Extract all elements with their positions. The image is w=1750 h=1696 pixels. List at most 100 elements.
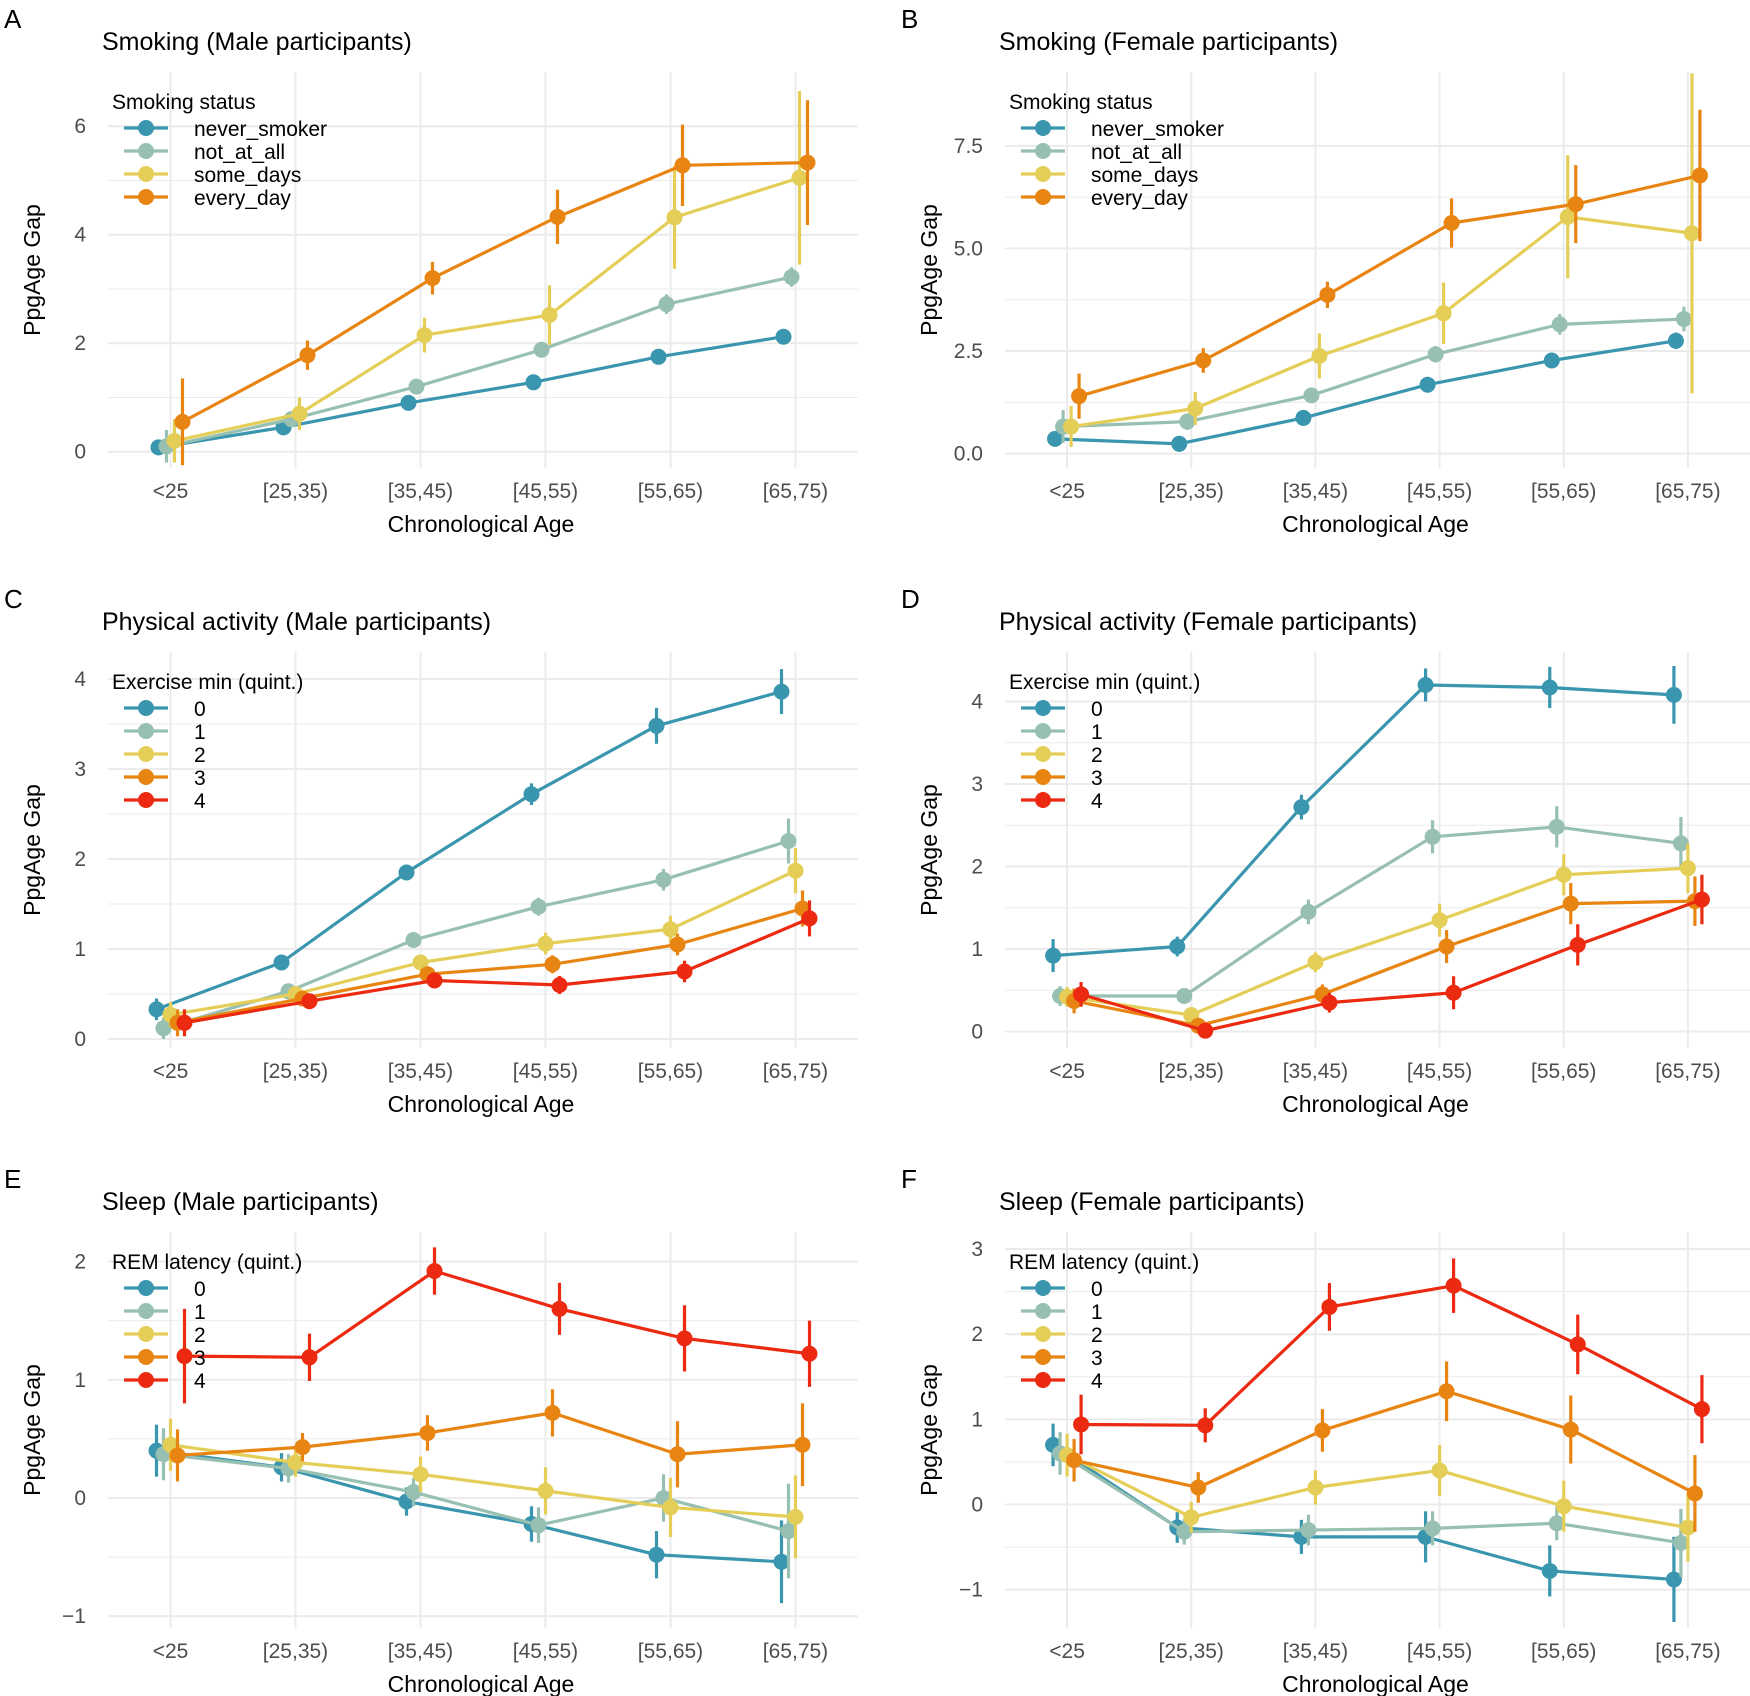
y-tick-label: 1 [74, 1369, 86, 1392]
chart-title: Physical activity (Female participants) [999, 608, 1417, 636]
data-point [1543, 352, 1560, 369]
data-point [424, 270, 441, 287]
y-tick-label: 3 [971, 773, 983, 796]
data-point [1435, 305, 1452, 322]
legend-label: 0 [194, 698, 206, 721]
data-point [416, 327, 433, 344]
data-point [1559, 208, 1576, 225]
data-point [1321, 1298, 1338, 1315]
data-point [525, 374, 542, 391]
legend-title: REM latency (quint.) [1009, 1251, 1199, 1274]
data-point [544, 1404, 561, 1421]
data-point [1443, 215, 1460, 232]
x-tick-label: [45,55) [513, 480, 578, 503]
data-point [669, 1446, 686, 1463]
series-line [1060, 825, 1682, 998]
data-point [773, 1553, 790, 1570]
series-not-at-all [1055, 306, 1692, 443]
data-point [674, 157, 691, 174]
legend-label: 4 [194, 1370, 206, 1393]
series-line [1066, 1453, 1689, 1530]
data-point [1197, 1022, 1214, 1039]
data-point [426, 972, 443, 989]
data-point [787, 1508, 804, 1525]
legend-key-point [138, 189, 154, 205]
data-point [1311, 347, 1328, 364]
data-point [148, 1001, 165, 1018]
legend-label: 2 [1091, 1324, 1103, 1347]
data-point [405, 932, 422, 948]
series-never-smoker [150, 328, 792, 456]
legend-key-point [138, 1326, 154, 1342]
y-axis-label: PpgAge Gap [916, 204, 942, 336]
y-tick-label: 4 [74, 224, 86, 247]
series-0 [1045, 666, 1682, 973]
series-0 [148, 669, 790, 1021]
series-line [1070, 215, 1693, 429]
x-tick-label: [45,55) [1407, 1640, 1472, 1663]
data-point [801, 1345, 818, 1362]
data-point [648, 1546, 665, 1563]
data-point [1438, 938, 1455, 955]
legend-label: 1 [1091, 1301, 1103, 1324]
series-line [1080, 897, 1703, 1033]
data-point [1195, 352, 1212, 369]
legend-key-point [1035, 1372, 1051, 1388]
panel-label: C [4, 584, 23, 614]
data-point [1431, 912, 1448, 929]
y-tick-label: 0 [74, 1487, 86, 1510]
legend-key-point [138, 769, 154, 785]
series-line [1055, 339, 1677, 446]
x-tick-label: [65,75) [763, 1640, 828, 1663]
legend-label: not_at_all [1091, 141, 1182, 164]
legend-key-point [1035, 1349, 1051, 1365]
x-tick-label: [35,45) [388, 480, 453, 503]
x-tick-label: <25 [153, 1060, 189, 1083]
panel-label: A [4, 4, 22, 34]
x-tick-label: [35,45) [1283, 1060, 1348, 1083]
data-point [783, 269, 800, 286]
data-point [426, 1263, 443, 1280]
data-point [544, 956, 561, 973]
x-tick-label: [65,75) [763, 480, 828, 503]
y-tick-label: 3 [971, 1238, 983, 1261]
legend-label: not_at_all [194, 141, 285, 164]
data-point [398, 864, 415, 881]
x-tick-label: [45,55) [513, 1640, 578, 1663]
panel-label: B [901, 4, 918, 34]
legend-key-point [1035, 1326, 1051, 1342]
data-point [1321, 994, 1338, 1011]
series-every-day [1071, 109, 1708, 419]
legend-label: 0 [1091, 698, 1103, 721]
data-point [155, 1020, 172, 1037]
data-point [1176, 1523, 1193, 1540]
y-axis-label: PpgAge Gap [916, 784, 942, 916]
series-not-at-all [158, 267, 800, 463]
x-tick-label: [25,35) [263, 480, 328, 503]
legend-key-point [138, 143, 154, 159]
legend-key-point [1035, 143, 1051, 159]
data-point [400, 394, 417, 411]
data-point [1672, 835, 1689, 852]
data-point [1438, 1383, 1455, 1400]
chart-panel-a: A Smoking (Male participants) 0 2 4 6 <25 [25,3… [4, 4, 858, 537]
x-tick-label: [45,55) [1407, 1060, 1472, 1083]
legend-key-point [138, 1349, 154, 1365]
data-point [523, 786, 540, 803]
data-point [549, 208, 566, 225]
data-point [1665, 1571, 1682, 1588]
chart-title: Sleep (Female participants) [999, 1188, 1305, 1216]
data-point [650, 348, 667, 365]
legend-title: REM latency (quint.) [112, 1251, 302, 1274]
legend-key-point [138, 746, 154, 762]
data-point [1179, 413, 1196, 430]
data-point [794, 1436, 811, 1453]
y-axis-label: PpgAge Gap [916, 1364, 942, 1496]
panel-label: F [901, 1164, 917, 1194]
series-line [177, 906, 803, 1025]
y-tick-label: 3 [74, 758, 86, 781]
y-tick-label: 1 [74, 938, 86, 961]
series-1 [1052, 806, 1689, 1006]
series-line [177, 1411, 803, 1458]
